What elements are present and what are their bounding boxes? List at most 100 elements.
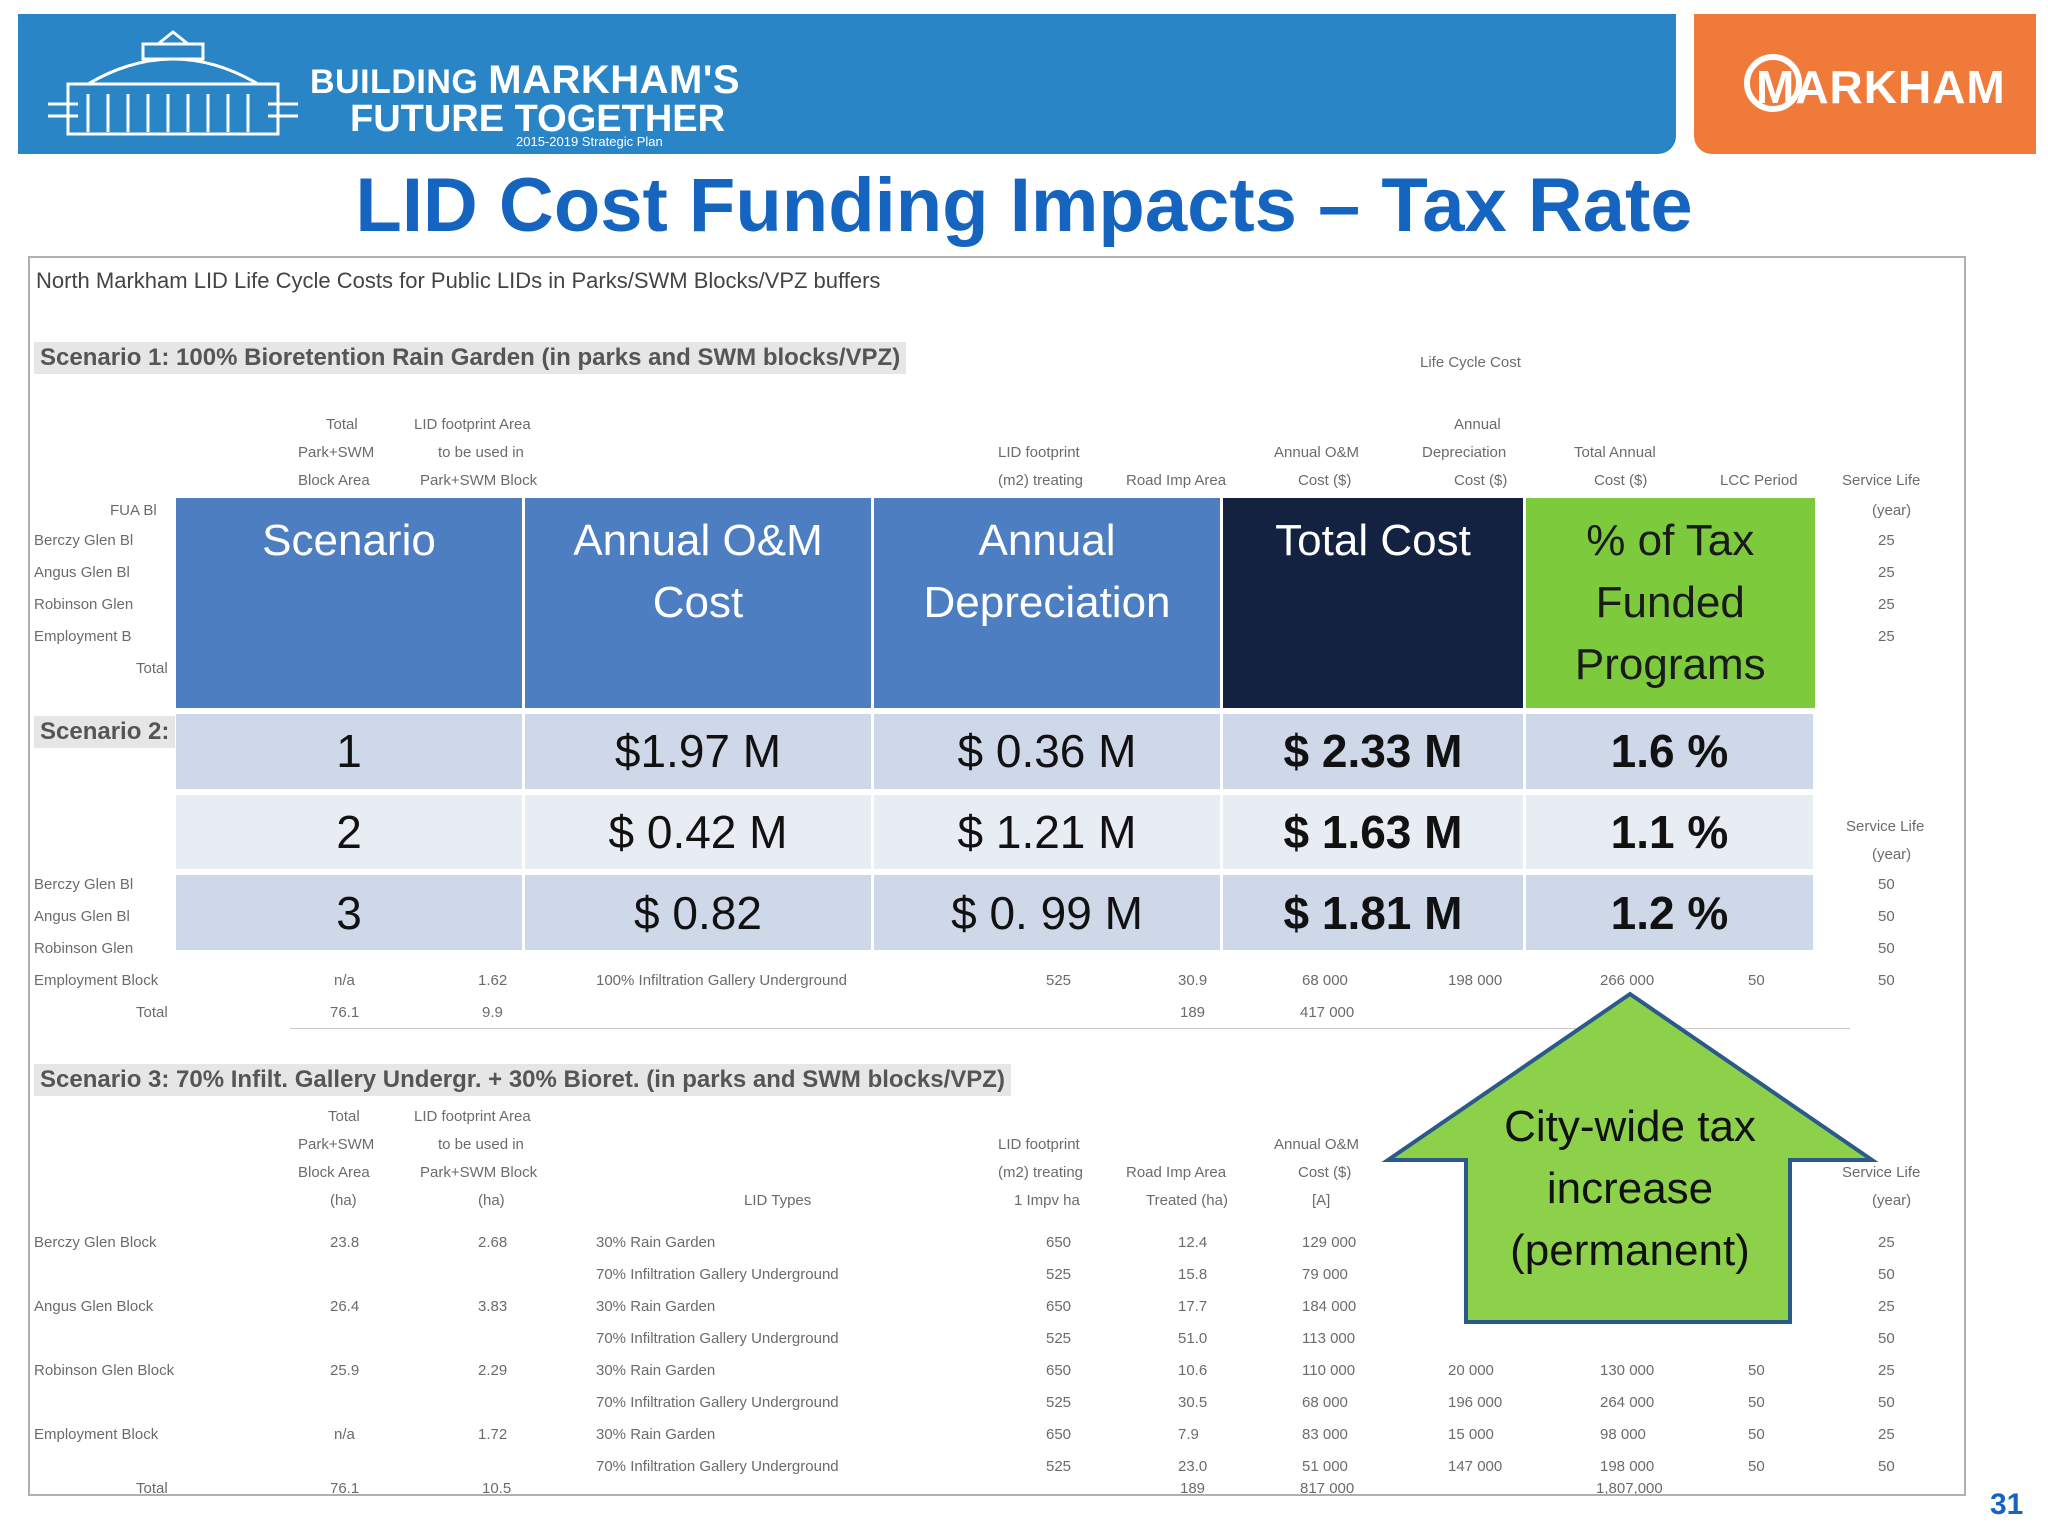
- col-header: to be used in: [438, 444, 524, 461]
- cell: 525: [1046, 1330, 1072, 1347]
- lid-type: 70% Infiltration Gallery Underground: [596, 1330, 839, 1347]
- callout-line-1: City-wide tax: [1504, 1102, 1756, 1151]
- header-percent-tax-funded: % of Tax Funded Programs: [1524, 498, 1815, 711]
- col-header: (m2) treating: [998, 472, 1084, 489]
- cell: n/a: [334, 1426, 355, 1443]
- block-name: Employment Block: [34, 972, 159, 989]
- lid-type: 70% Infiltration Gallery Underground: [596, 1266, 839, 1283]
- cell: 189: [1180, 1004, 1206, 1021]
- service-life-unit: (year): [1872, 502, 1912, 519]
- lid-type: 100% Infiltration Gallery Underground: [596, 972, 847, 989]
- cell: 266 000: [1600, 972, 1655, 989]
- cell: 650: [1046, 1426, 1072, 1443]
- funding-impact-table: Scenario Annual O&M Cost Annual Deprecia…: [176, 498, 1816, 950]
- block-name: Employment B: [34, 628, 132, 645]
- service-life-unit: (year): [1872, 846, 1912, 863]
- cell: 196 000: [1448, 1394, 1503, 1411]
- header-scenario: Scenario: [176, 498, 525, 711]
- block-total: Total: [136, 1480, 168, 1496]
- header-annual-depreciation: Annual Depreciation: [872, 498, 1223, 711]
- col-header: Annual O&M: [1274, 1136, 1360, 1153]
- col-header: Cost ($): [1298, 1164, 1352, 1181]
- block-total: Total: [136, 1004, 168, 1021]
- col-header: Park+SWM: [298, 1136, 375, 1153]
- cell: 12.4: [1178, 1234, 1208, 1251]
- lid-type: 70% Infiltration Gallery Underground: [596, 1394, 839, 1411]
- cell: 98 000: [1600, 1426, 1646, 1443]
- table-header-row: Scenario Annual O&M Cost Annual Deprecia…: [176, 498, 1815, 711]
- col-header: Road Imp Area: [1126, 1164, 1227, 1181]
- logo-line-1: BUILDING MARKHAM'S: [310, 58, 741, 102]
- civic-centre-icon: [48, 30, 298, 136]
- brand-name: MARKHAM: [1756, 61, 2006, 113]
- header-annual-om-cost: Annual O&M Cost: [523, 498, 874, 711]
- cell-scenario: 1: [176, 708, 525, 792]
- table-row: 3 $ 0.82 $ 0. 99 M $ 1.81 M 1.2 %: [176, 869, 1816, 950]
- block-name: Angus Glen Block: [34, 1298, 154, 1315]
- col-header: Road Imp Area: [1126, 472, 1227, 489]
- cell: 525: [1046, 1266, 1072, 1283]
- col-header: Service Life: [1842, 472, 1921, 489]
- callout-line-3: (permanent): [1510, 1226, 1750, 1275]
- col-header: Block Area: [298, 472, 370, 489]
- cell: 198 000: [1448, 972, 1503, 989]
- cell: 17.7: [1178, 1298, 1208, 1315]
- scenario-2-label: Scenario 2:: [34, 716, 176, 748]
- col-header: Cost ($): [1454, 472, 1508, 489]
- cell: 1,807,000: [1596, 1480, 1663, 1496]
- cell: 20 000: [1448, 1362, 1494, 1379]
- lid-type: 30% Rain Garden: [596, 1298, 716, 1315]
- cell: 9.9: [482, 1004, 503, 1021]
- cell: 15 000: [1448, 1426, 1494, 1443]
- service-life-value: 25: [1878, 564, 1895, 581]
- unit: LID Types: [744, 1192, 812, 1209]
- cell: 525: [1046, 1394, 1072, 1411]
- cell: 650: [1046, 1298, 1072, 1315]
- cell-percent: 1.6 %: [1524, 708, 1816, 792]
- unit: (year): [1872, 1192, 1912, 1209]
- cell: 264 000: [1600, 1394, 1655, 1411]
- col-header: Total Annual: [1574, 444, 1656, 461]
- cell: 10.6: [1178, 1362, 1208, 1379]
- cell: 7.9: [1178, 1426, 1199, 1443]
- cell: 50: [1878, 1330, 1895, 1347]
- cell: 50: [1748, 1394, 1765, 1411]
- cell: 184 000: [1302, 1298, 1357, 1315]
- col-header: Service Life: [1842, 1164, 1921, 1181]
- cell: 10.5: [482, 1480, 512, 1496]
- col-header: LID footprint: [998, 1136, 1080, 1153]
- block-name: Angus Glen Bl: [34, 908, 130, 925]
- tax-increase-callout: City-wide tax increase (permanent): [1460, 1096, 1800, 1282]
- service-life-value: 25: [1878, 628, 1895, 645]
- cell-depreciation: $ 0. 99 M: [872, 869, 1223, 950]
- cell-scenario: 2: [176, 788, 525, 873]
- up-arrow-icon: [1381, 991, 1879, 1324]
- cell: 1.72: [478, 1426, 508, 1443]
- block-name: Berczy Glen Bl: [34, 532, 134, 549]
- cell: 51.0: [1178, 1330, 1208, 1347]
- col-header: Depreciation: [1422, 444, 1507, 461]
- cell: 2.29: [478, 1362, 508, 1379]
- slide-title: LID Cost Funding Impacts – Tax Rate: [355, 163, 1693, 248]
- cell: 50: [1748, 1362, 1765, 1379]
- unit: (ha): [330, 1192, 357, 1209]
- unit: (ha): [478, 1192, 505, 1209]
- col-header: Service Life: [1846, 818, 1925, 835]
- col-header: Park+SWM: [298, 444, 375, 461]
- cell-om-cost: $ 0.42 M: [523, 788, 874, 873]
- col-header: Cost ($): [1594, 472, 1648, 489]
- col-header: Annual: [1454, 416, 1501, 433]
- col-header: Block Area: [298, 1164, 370, 1181]
- cell: 113 000: [1302, 1330, 1356, 1347]
- markham-brand-block: MARKHAM: [1694, 14, 2036, 154]
- service-life-value: 50: [1878, 908, 1895, 925]
- cell-total-cost: $ 2.33 M: [1221, 708, 1526, 792]
- block-name: Angus Glen Bl: [34, 564, 130, 581]
- cell-percent: 1.2 %: [1524, 869, 1816, 950]
- block-name: Employment Block: [34, 1426, 159, 1443]
- cell: n/a: [334, 972, 355, 989]
- logo-line-2: FUTURE TOGETHER: [350, 98, 726, 140]
- unit: 1 Impv ha: [1014, 1192, 1080, 1209]
- divider: [290, 1028, 1850, 1029]
- col-header: Total: [326, 416, 358, 433]
